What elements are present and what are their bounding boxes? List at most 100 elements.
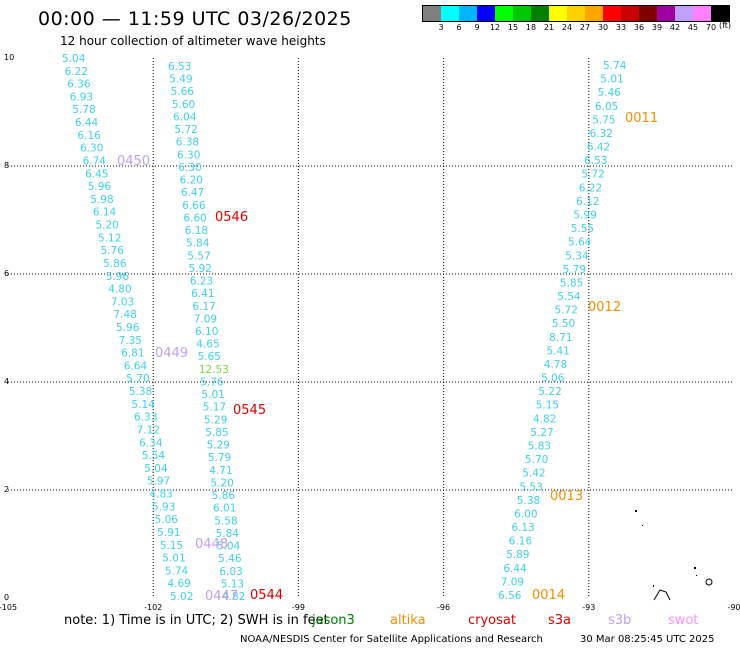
wave-height-value: 6.74	[83, 155, 107, 167]
color-scale-tick: 6	[456, 23, 462, 32]
satellite-legend-item: cryosat	[468, 613, 516, 628]
pass-time-label: 0448	[195, 537, 228, 552]
wave-height-value: 5.20	[210, 477, 233, 489]
longitude-tick-label: -99	[292, 603, 305, 612]
wave-height-value: 6.00	[514, 508, 537, 520]
color-swatch	[549, 6, 567, 21]
longitude-tick-label: -96	[437, 603, 450, 612]
wave-height-value: 5.34	[565, 250, 589, 262]
color-scale-legend: 3 6 9 12 15 18 21 24 27 30 33 36 39 42 45 70	[422, 5, 730, 34]
footer-note: note: 1) Time is in UTC; 2) SWH is in fe…	[64, 613, 329, 628]
wave-height-value: 5.38	[129, 386, 152, 398]
island-dot	[635, 510, 637, 512]
wave-height-value: 5.96	[106, 271, 130, 283]
pass-time-labels: 0450 0546 0449 0545 0448 0447 0544 0011 0012 0013…	[117, 111, 658, 604]
wave-height-value: 5.97	[147, 476, 170, 488]
wave-height-value: 5.06	[155, 514, 179, 526]
wave-height-value: 6.81	[121, 348, 144, 360]
color-swatch	[423, 6, 441, 21]
wave-height-value: 5.74	[603, 60, 627, 72]
wave-height-value: 6.34	[139, 437, 163, 449]
wave-height-value: 6.20	[180, 175, 203, 187]
color-scale-tick: 15	[507, 23, 519, 32]
wave-height-value: 5.91	[157, 527, 180, 539]
island-dot	[696, 575, 697, 576]
wave-height-value: 5.85	[560, 277, 583, 289]
wave-height-value: 6.53	[168, 61, 191, 73]
wave-height-value: 5.78	[72, 104, 95, 116]
wave-height-value: 7.12	[137, 424, 160, 436]
wave-height-value: 7.03	[111, 296, 134, 308]
wave-height-value: 6.05	[595, 101, 618, 113]
wave-height-value: 5.14	[131, 399, 155, 411]
wave-height-value: 7.09	[194, 313, 217, 325]
color-scale-tick: 33	[615, 23, 627, 32]
pass-time-label: 0545	[233, 403, 266, 418]
wave-height-value: 8.71	[549, 332, 572, 344]
color-swatch	[585, 6, 603, 21]
satellite-legend-item: swot	[668, 613, 699, 628]
wave-height-value: 5.02	[170, 591, 193, 603]
wave-height-value: 6.22	[579, 182, 602, 194]
coastline	[635, 510, 713, 601]
wave-height-value: 6.47	[181, 187, 204, 199]
pass-time-label: 0544	[250, 588, 283, 603]
wave-height-value: 5.50	[552, 318, 575, 330]
color-scale-tick: 39	[651, 23, 663, 32]
color-swatch	[477, 6, 495, 21]
wave-height-value: 6.03	[219, 566, 242, 578]
wave-height-value: 6.44	[75, 117, 99, 129]
wave-height-value: 4.69	[167, 578, 190, 590]
wave-height-value: 5.79	[563, 264, 586, 276]
wave-height-value: 5.15	[536, 400, 559, 412]
wave-height-value: 5.57	[187, 250, 210, 262]
color-swatch	[459, 6, 477, 21]
color-scale-tick: 24	[561, 23, 573, 32]
wave-height-value: 7.35	[119, 335, 142, 347]
wave-height-value: 5.74	[165, 565, 189, 577]
color-swatch	[495, 6, 513, 21]
wave-height-value: 4.82	[222, 591, 245, 603]
wave-height-value: 5.17	[203, 402, 226, 414]
wave-height-value: 5.01	[162, 553, 185, 565]
color-scale-swatches	[422, 5, 730, 22]
latitude-tick-label: 10	[4, 53, 14, 62]
color-scale-tick: 70	[705, 23, 717, 32]
island-dot	[694, 567, 696, 569]
pass-time-label: 0450	[117, 154, 150, 169]
wave-height-value: 5.96	[88, 181, 112, 193]
wave-height-value: 7.48	[113, 309, 136, 321]
wave-height-value: 5.41	[546, 345, 569, 357]
wave-height-value: 6.22	[65, 66, 88, 78]
wave-height-value: 6.16	[77, 130, 101, 142]
color-scale-tick: 27	[579, 23, 591, 32]
wave-height-value: 6.04	[173, 111, 197, 123]
wave-height-value: 5.53	[520, 481, 543, 493]
wave-height-value: 5.01	[600, 74, 623, 86]
wave-height-value: 6.41	[191, 288, 214, 300]
wave-height-value: 5.76	[101, 245, 125, 257]
color-swatch	[657, 6, 675, 21]
wave-height-value: 5.27	[530, 427, 553, 439]
wave-height-value: 4.82	[533, 413, 556, 425]
wave-height-value: 5.72	[581, 169, 604, 181]
color-swatch	[711, 6, 729, 21]
color-swatch	[531, 6, 549, 21]
color-scale-tick: 12	[489, 23, 501, 32]
wave-height-value: 6.16	[509, 536, 533, 548]
wave-height-value: 12.53	[199, 364, 229, 376]
wave-height-value: 5.49	[169, 74, 192, 86]
color-scale-tick: 21	[543, 23, 555, 32]
wave-height-value: 6.45	[85, 168, 108, 180]
wave-height-value: 5.75	[592, 114, 615, 126]
map-grid	[8, 58, 734, 598]
wave-height-value: 6.01	[213, 503, 236, 515]
axis-labels: -105 -102 -99 -96 -93 -90 0 2 4 6 8 10	[0, 53, 740, 612]
color-swatch	[603, 6, 621, 21]
latitude-tick-label: 0	[4, 593, 9, 602]
wave-height-value: 5.84	[186, 238, 210, 250]
color-swatch	[567, 6, 585, 21]
satellite-legend-item: jason3	[312, 613, 355, 628]
wave-height-value: 4.78	[544, 359, 567, 371]
